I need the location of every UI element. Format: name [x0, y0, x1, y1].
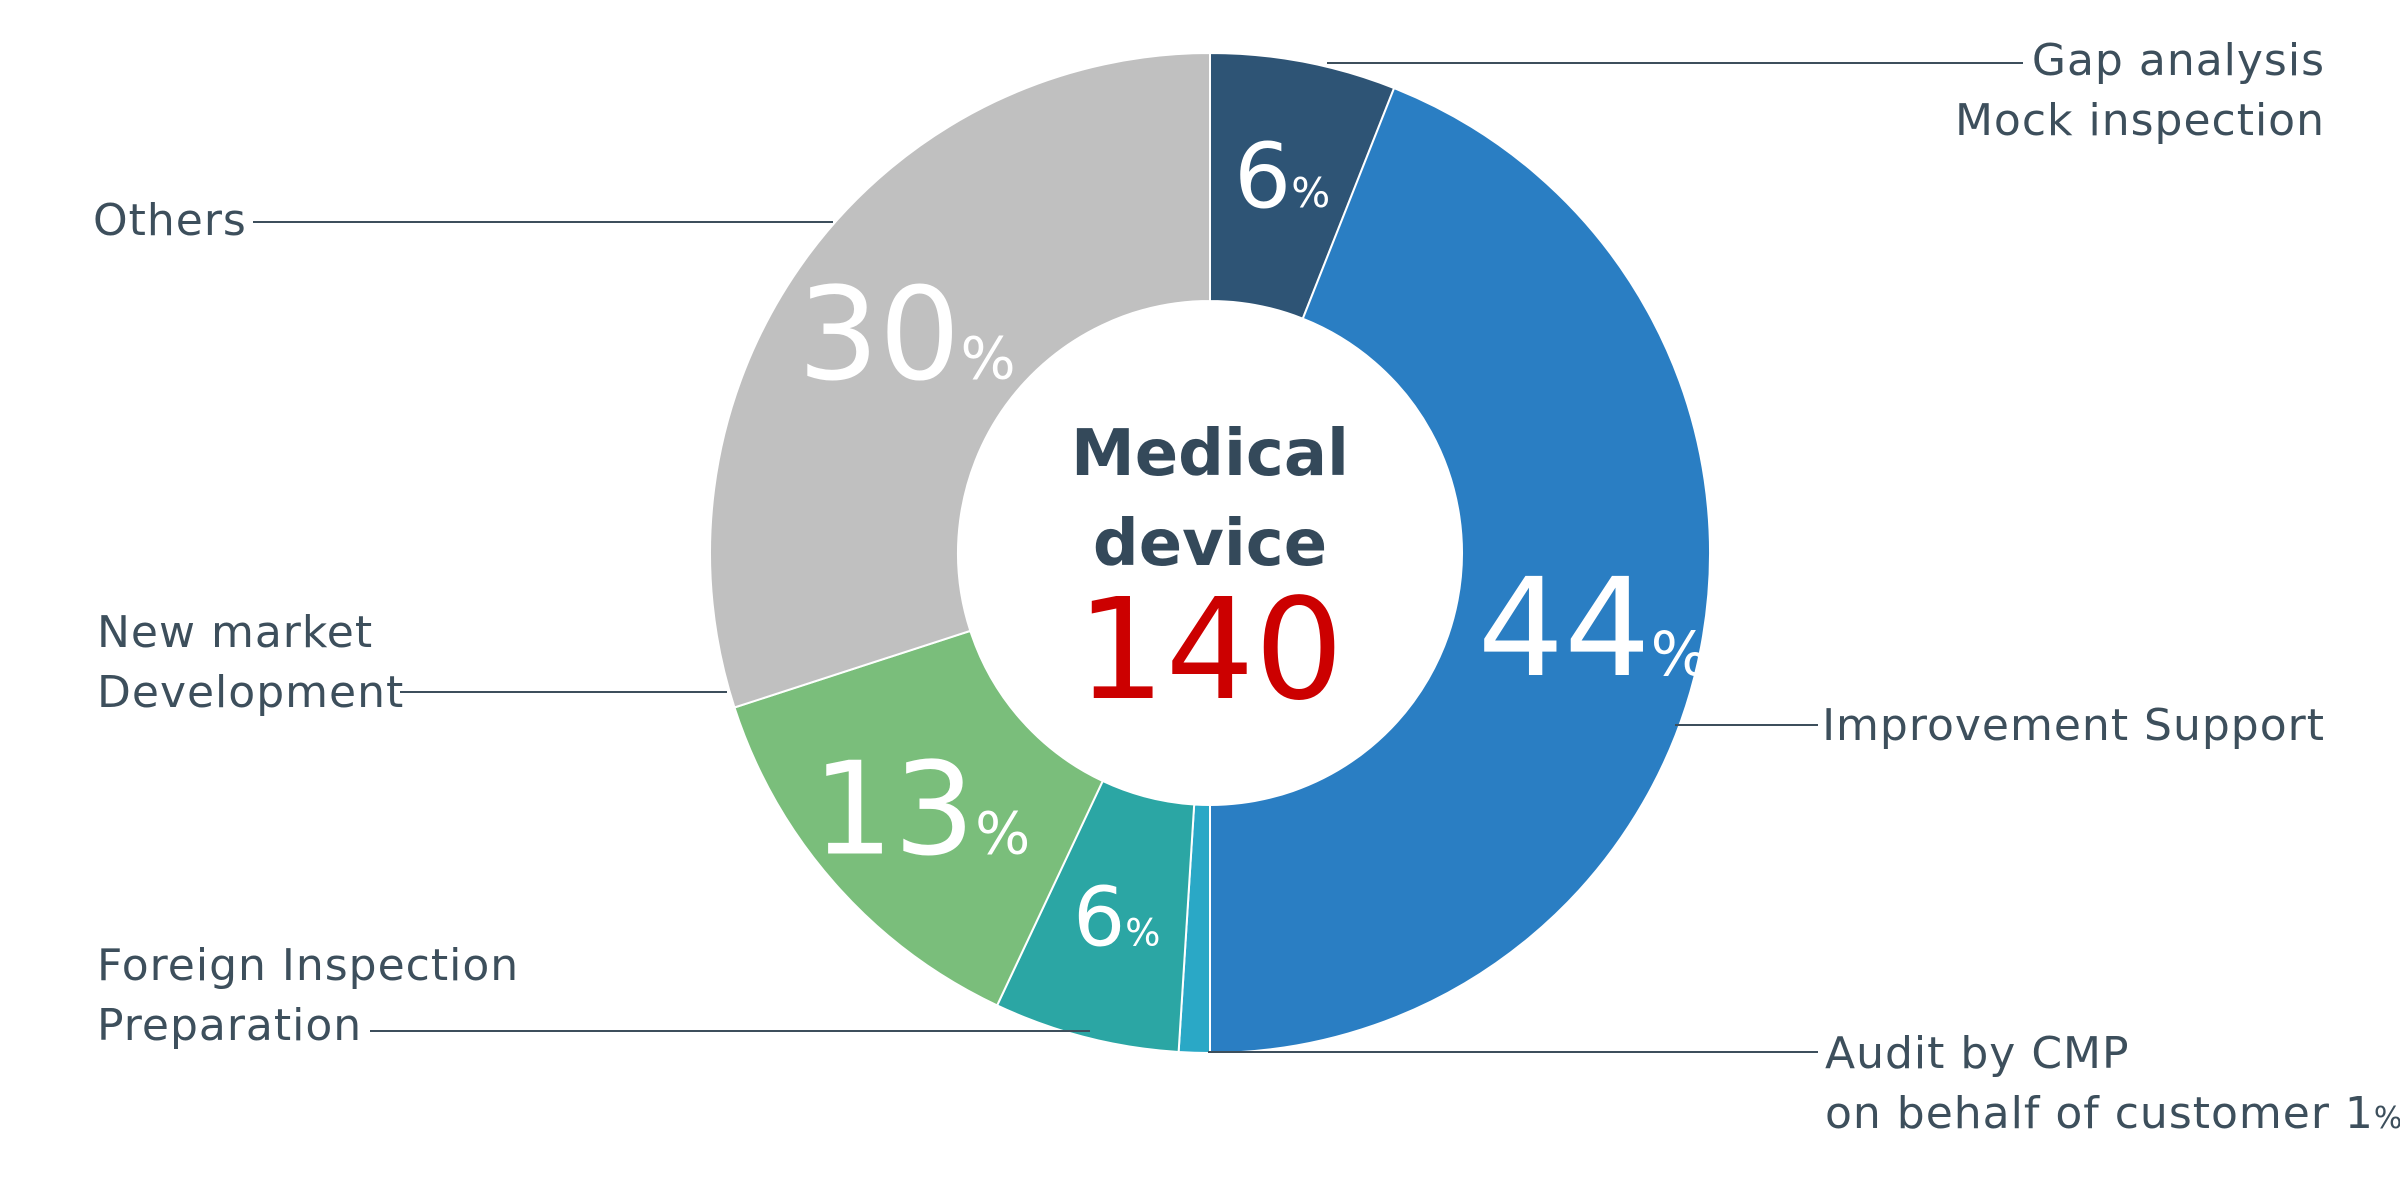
category-label-foreign-inspection-preparation: Foreign Inspection	[97, 940, 519, 991]
slice-new-market-development	[733, 629, 1105, 1007]
category-label-new-market-development: New market	[97, 607, 373, 658]
slice-others	[709, 51, 1211, 709]
category-label-audit-by-cmp-on-behalf-of-customer: Audit by CMP	[1825, 1028, 2130, 1079]
leader-lines	[253, 62, 2023, 1053]
percent-label-foreign-inspection-preparation: 6%	[1073, 871, 1160, 966]
category-label-new-market-development: Development	[97, 667, 404, 718]
category-label-audit-by-cmp-on-behalf-of-customer: on behalf of customer 1%	[1825, 1088, 2400, 1139]
category-labels: Gap analysis Mock inspection Improvement S…	[93, 35, 2400, 1139]
center-title-line-1: Medical	[1071, 417, 1349, 491]
category-label-gap-analysis-mock-inspection: Gap analysis	[2032, 35, 2325, 86]
category-label-others: Others	[93, 195, 247, 246]
slice-improvement-support	[1209, 86, 1711, 1055]
slices	[709, 51, 1711, 1055]
center-label: Medical device 140	[1071, 417, 1349, 732]
center-title-line-2: device	[1093, 507, 1327, 581]
category-label-foreign-inspection-preparation: Preparation	[97, 1000, 362, 1051]
category-label-improvement-support: Improvement Support	[1822, 700, 2325, 751]
category-label-gap-analysis-mock-inspection: Mock inspection	[1955, 95, 2325, 146]
center-total: 140	[1076, 569, 1343, 732]
